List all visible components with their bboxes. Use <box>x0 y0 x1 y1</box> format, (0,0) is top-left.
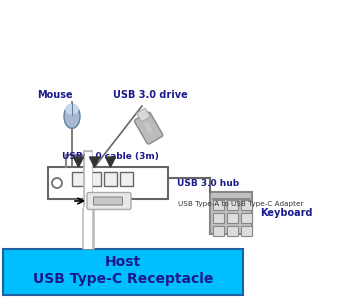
FancyBboxPatch shape <box>48 167 168 199</box>
FancyBboxPatch shape <box>120 172 133 186</box>
FancyBboxPatch shape <box>227 200 238 210</box>
Ellipse shape <box>64 104 80 128</box>
FancyBboxPatch shape <box>137 109 150 121</box>
FancyBboxPatch shape <box>135 112 163 144</box>
FancyBboxPatch shape <box>3 249 243 295</box>
FancyBboxPatch shape <box>210 192 252 234</box>
FancyBboxPatch shape <box>227 226 238 236</box>
Text: USB 3.0 cable (3m): USB 3.0 cable (3m) <box>62 152 159 161</box>
Ellipse shape <box>65 104 79 115</box>
Polygon shape <box>89 157 99 167</box>
Text: USB Type-C Receptacle: USB Type-C Receptacle <box>33 272 213 286</box>
FancyBboxPatch shape <box>213 200 224 210</box>
FancyBboxPatch shape <box>241 226 252 236</box>
FancyBboxPatch shape <box>213 213 224 223</box>
FancyBboxPatch shape <box>93 197 122 205</box>
FancyBboxPatch shape <box>241 213 252 223</box>
FancyBboxPatch shape <box>227 213 238 223</box>
Text: Mouse: Mouse <box>37 90 73 100</box>
Text: Host: Host <box>105 255 141 269</box>
FancyBboxPatch shape <box>88 172 101 186</box>
FancyBboxPatch shape <box>241 200 252 210</box>
Text: USB 3.0 hub: USB 3.0 hub <box>177 179 239 187</box>
Ellipse shape <box>144 122 152 132</box>
FancyBboxPatch shape <box>213 226 224 236</box>
FancyBboxPatch shape <box>104 172 117 186</box>
FancyBboxPatch shape <box>72 172 85 186</box>
Text: Keyboard: Keyboard <box>260 208 312 218</box>
Polygon shape <box>74 157 84 167</box>
Circle shape <box>52 178 62 188</box>
Text: USB 3.0 drive: USB 3.0 drive <box>113 90 187 100</box>
FancyBboxPatch shape <box>87 193 131 210</box>
Polygon shape <box>106 157 116 167</box>
Text: USB Type-A to USB Type-C Adapter: USB Type-A to USB Type-C Adapter <box>178 201 303 207</box>
